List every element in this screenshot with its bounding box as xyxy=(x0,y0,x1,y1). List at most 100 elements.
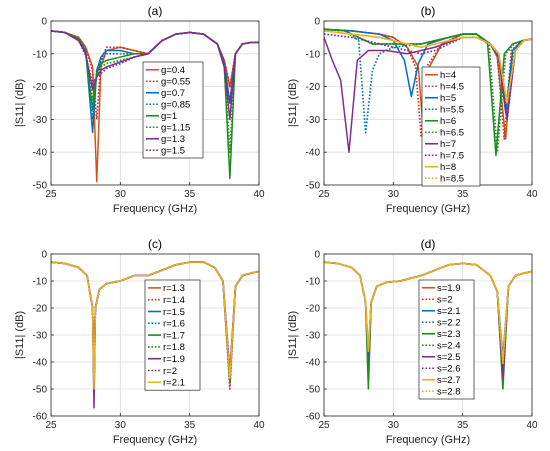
legend-label: h=4.5 xyxy=(440,82,464,93)
legend-label: g=0.4 xyxy=(161,65,185,76)
series-line-h=4.5 xyxy=(324,28,532,140)
y-tick-label: -40 xyxy=(33,148,48,159)
y-tick-label: -10 xyxy=(306,49,321,60)
y-tick-label: -20 xyxy=(306,304,321,315)
x-tick-label: 40 xyxy=(526,189,538,200)
legend-box xyxy=(142,61,204,159)
series-group xyxy=(324,261,532,390)
legend-label: r=1.4 xyxy=(163,295,185,306)
legend-label: h=5.5 xyxy=(440,105,464,116)
axes-box xyxy=(50,20,260,186)
legend-label: s=2.8 xyxy=(437,387,461,398)
series-line-h=6.5 xyxy=(324,28,532,154)
legend-label: g=0.85 xyxy=(161,100,190,111)
series-line-g=1.3 xyxy=(51,30,259,121)
y-tick-label: -20 xyxy=(33,304,48,315)
legend-label: s=2.6 xyxy=(437,364,461,375)
legend-label: h=7.5 xyxy=(440,151,464,162)
legend: s=1.9s=2s=2.1s=2.2s=2.3s=2.4s=2.5s=2.6s=… xyxy=(418,279,475,400)
x-tick-label: 40 xyxy=(253,189,265,200)
y-axis-label: |S11| (dB) xyxy=(14,79,26,127)
legend-label: r=2.1 xyxy=(163,378,185,389)
legend-label: g=1.3 xyxy=(161,134,185,145)
legend-label: g=0.55 xyxy=(161,77,190,88)
x-tick-label: 40 xyxy=(526,420,538,431)
legend-label: s=2.1 xyxy=(437,306,461,317)
series-line-h=7.5 xyxy=(324,33,532,121)
legend-label: s=2 xyxy=(437,295,453,306)
x-axis-label: Frequency (GHz) xyxy=(386,434,470,446)
x-tick-label: 30 xyxy=(388,420,400,431)
legend-label: h=6.5 xyxy=(440,128,464,139)
legend-label: r=2 xyxy=(163,366,177,377)
y-axis-label: |S11| (dB) xyxy=(287,79,299,127)
x-tick-label: 35 xyxy=(184,189,196,200)
y-tick-label: -40 xyxy=(306,148,321,159)
legend-label: s=2.7 xyxy=(437,375,461,386)
y-tick-label: -30 xyxy=(306,331,321,342)
panel-d: 25 30 35 40 0 -10 -20 -30 -40 -50 -60 (d) Frequency … xyxy=(287,237,538,446)
y-tick-label: 0 xyxy=(41,250,47,261)
legend-label: g=1 xyxy=(161,111,177,122)
x-tick-label: 25 xyxy=(45,420,57,431)
series-group xyxy=(324,28,532,157)
x-tick-label: 30 xyxy=(115,189,127,200)
x-tick-label: 30 xyxy=(388,189,400,200)
panel-b: 25 30 35 40 0 -10 -20 -30 -40 -50 (b) Frequency (GH… xyxy=(287,4,538,215)
y-tick-label: -20 xyxy=(306,82,321,93)
x-tick-label: 25 xyxy=(318,420,330,431)
x-axis-label: Frequency (GHz) xyxy=(113,434,197,446)
legend-label: h=4 xyxy=(440,70,456,81)
legend-label: s=2.4 xyxy=(437,341,461,352)
x-axis-label: Frequency (GHz) xyxy=(386,203,470,215)
series-line-s=2.8 xyxy=(324,261,532,366)
y-tick-label: -10 xyxy=(33,49,48,60)
y-axis-label: |S11| (dB) xyxy=(287,311,299,359)
chart-title: (a) xyxy=(148,4,163,18)
legend: h=4h=4.5h=5h=5.5h=6h=6.5h=7h=7.5h=8h=8.5 xyxy=(421,66,481,187)
legend-label: r=1.9 xyxy=(163,354,185,365)
legend-label: h=8 xyxy=(440,162,456,173)
y-tick-label: -40 xyxy=(33,358,48,369)
series-line-h=8.5 xyxy=(324,29,532,104)
legend: r=1.3r=1.4r=1.5r=1.6r=1.7r=1.8r=1.9r=2r=… xyxy=(144,279,201,391)
y-tick-label: -10 xyxy=(306,277,321,288)
legend-label: s=1.9 xyxy=(437,283,461,294)
y-tick-label: 0 xyxy=(314,17,320,28)
y-tick-label: -50 xyxy=(306,181,321,192)
y-tick-label: -20 xyxy=(33,82,48,93)
y-tick-label: -50 xyxy=(306,385,321,396)
x-tick-label: 35 xyxy=(184,420,196,431)
y-tick-label: -60 xyxy=(33,412,48,423)
y-axis-label: |S11| (dB) xyxy=(14,311,26,359)
legend-label: g=1.15 xyxy=(161,123,190,134)
y-tick-label: -10 xyxy=(33,277,48,288)
x-tick-label: 40 xyxy=(253,420,265,431)
chart-title: (b) xyxy=(421,4,436,18)
y-tick-label: 0 xyxy=(314,250,320,261)
x-tick-label: 35 xyxy=(457,189,469,200)
y-tick-label: 0 xyxy=(41,17,47,28)
series-line-r=2.1 xyxy=(51,261,259,390)
y-tick-label: -50 xyxy=(33,181,48,192)
legend-label: g=1.5 xyxy=(161,146,185,157)
x-axis-label: Frequency (GHz) xyxy=(113,203,197,215)
legend-label: h=7 xyxy=(440,139,456,150)
series-group xyxy=(51,29,259,183)
legend-label: s=2.3 xyxy=(437,329,461,340)
panel-c: 25 30 35 40 0 -10 -20 -30 -40 -50 -60 (c) Frequency … xyxy=(14,237,265,446)
legend-label: s=2.5 xyxy=(437,352,461,363)
legend-label: r=1.7 xyxy=(163,330,185,341)
chart-title: (d) xyxy=(421,237,436,251)
x-tick-label: 30 xyxy=(115,420,127,431)
legend-label: r=1.3 xyxy=(163,283,185,294)
legend-label: s=2.2 xyxy=(437,318,461,329)
legend-label: r=1.8 xyxy=(163,342,185,353)
legend: g=0.4g=0.55g=0.7g=0.85g=1g=1.15g=1.3g=1.… xyxy=(142,61,204,159)
series-group xyxy=(51,261,259,409)
legend-label: h=8.5 xyxy=(440,174,464,185)
y-tick-label: -30 xyxy=(33,115,48,126)
x-tick-label: 35 xyxy=(457,420,469,431)
chart-title: (c) xyxy=(148,237,162,251)
